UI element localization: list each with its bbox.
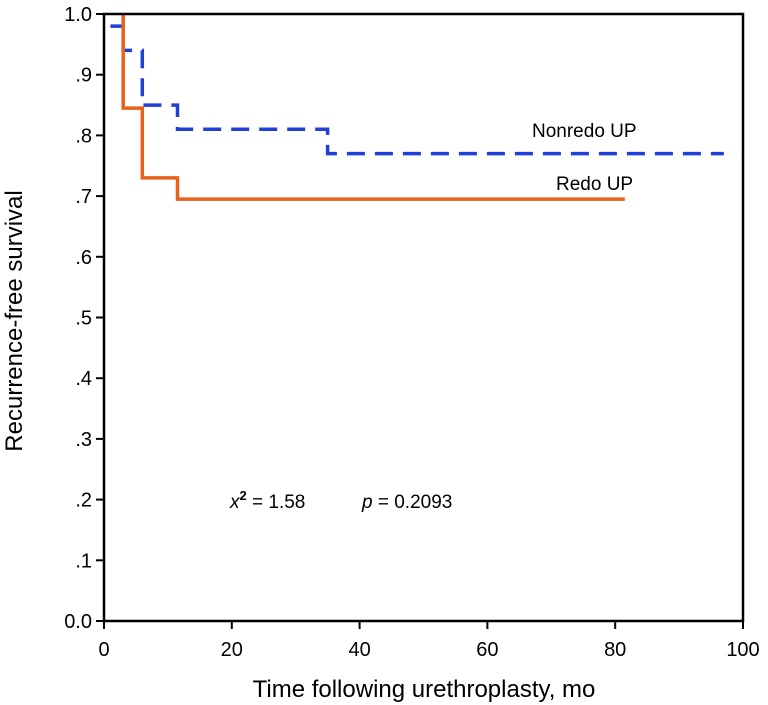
x-tick-label: 40: [348, 639, 370, 661]
p-symbol: p: [361, 492, 373, 513]
x-tick-label: 60: [476, 639, 498, 661]
y-tick-label: .9: [75, 65, 92, 87]
x-tick-label: 100: [726, 639, 759, 661]
y-axis-ticks: 0.0 .1 .2 .3 .4 .5 .6 .7 .8 .9 1.0: [64, 4, 104, 633]
y-tick-label: .4: [75, 368, 92, 390]
y-tick-label: .2: [75, 490, 92, 512]
y-tick-label: .1: [75, 550, 92, 572]
y-tick-label: .6: [75, 247, 92, 269]
plot-frame: [102, 12, 745, 623]
x-axis-title: Time following urethroplasty, mo: [253, 676, 596, 703]
y-tick-label: .5: [75, 308, 92, 330]
x-tick-label: 20: [221, 639, 243, 661]
series-line-redo-up: [121, 14, 625, 201]
x-axis-ticks: 0 20 40 60 80 100: [98, 621, 760, 661]
p-value: = 0.2093: [373, 492, 453, 513]
series-label-nonredo: Nonredo UP: [532, 121, 637, 142]
y-tick-label: .7: [75, 186, 92, 208]
x-tick-label: 80: [604, 639, 626, 661]
y-tick-label: .8: [75, 125, 92, 147]
series-line-nonredo-up: [110, 24, 724, 156]
y-axis-title: Recurrence-free survival: [1, 190, 28, 451]
y-tick-label: 1.0: [64, 4, 92, 26]
y-tick-label: 0.0: [64, 611, 92, 633]
chi-square-annotation: x2 = 1.58: [229, 488, 305, 513]
p-value-annotation: p = 0.2093: [361, 492, 452, 513]
x-tick-label: 0: [98, 639, 109, 661]
chi-symbol: x: [229, 492, 241, 513]
chi-value: = 1.58: [247, 492, 306, 513]
chi-superscript: 2: [240, 488, 247, 503]
y-tick-label: .3: [75, 429, 92, 451]
series-label-redo: Redo UP: [556, 174, 633, 195]
series-layer: [110, 14, 724, 201]
